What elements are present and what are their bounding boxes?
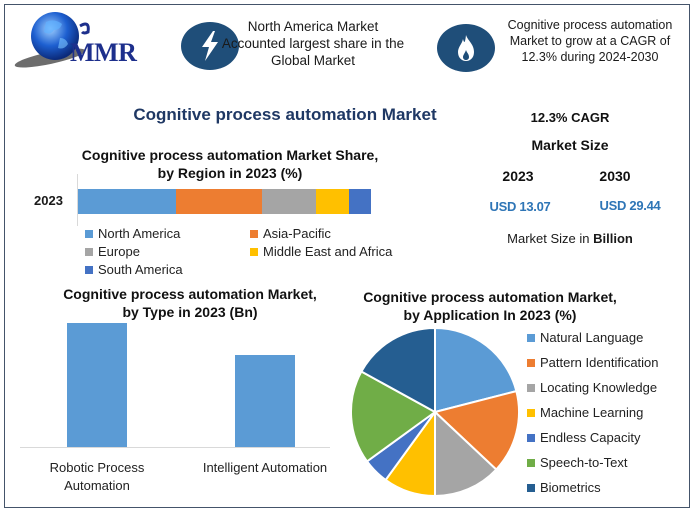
logo-text: MMR: [70, 38, 137, 67]
highlight-2-badge: [437, 24, 495, 72]
highlight-1-text: North America Market Accounted largest s…: [208, 18, 418, 69]
application-chart-title: Cognitive process automation Market, by …: [355, 288, 625, 324]
legend-label: Locating Knowledge: [540, 380, 658, 395]
unit-note: Market Size in Billion: [480, 231, 660, 246]
cagr-label: 12.3% CAGR: [530, 110, 610, 125]
pie-slice-biometrics: [360, 326, 436, 414]
year-2030-label: 2030: [599, 168, 631, 184]
legend-swatch: [250, 229, 258, 238]
legend-speech-to-text: Speech-to-Text: [527, 455, 627, 470]
legend-label: Middle East and Africa: [263, 244, 393, 259]
type-chart-title-line-1: Cognitive process automation Market,: [63, 286, 317, 302]
main-title: Cognitive process automation Market: [133, 105, 437, 124]
legend-swatch: [85, 247, 93, 256]
unit-prefix: Market Size in: [507, 231, 594, 246]
region-chart-axis: [77, 174, 78, 226]
highlight-2-line-1: Cognitive process automation: [507, 18, 673, 32]
legend-label: Biometrics: [540, 480, 601, 495]
region-chart-year-label: 2023: [34, 193, 63, 208]
pie-slice-speech-to-text: [350, 370, 437, 463]
globe-icon: [14, 12, 90, 68]
highlight-2-line-2: Market to grow at a CAGR of: [509, 34, 671, 48]
highlight-1-line-3: Global Market: [270, 53, 356, 68]
legend-swatch: [527, 333, 535, 342]
region-chart-title-line-1: Cognitive process automation Market Shar…: [81, 147, 379, 163]
flame-icon: [458, 35, 474, 61]
mmr-logo: MMR: [10, 8, 140, 70]
legend-machine-learning: Machine Learning: [527, 405, 643, 420]
highlight-2-text: Cognitive process automation Market to g…: [495, 17, 685, 65]
legend-south-america: South America: [85, 262, 183, 277]
market-size-label: Market Size: [531, 137, 609, 153]
legend-label: Natural Language: [540, 330, 644, 345]
legend-label: North America: [98, 226, 181, 241]
type-bar: [235, 354, 295, 447]
legend-swatch: [527, 383, 535, 392]
legend-locating-knowledge: Locating Knowledge: [527, 380, 657, 395]
value-2030: USD 29.44: [599, 198, 661, 213]
legend-swatch: [527, 483, 535, 492]
legend-label: Pattern Identification: [540, 355, 659, 370]
highlight-1-line-1: North America Market: [247, 19, 379, 34]
legend-swatch: [527, 433, 535, 442]
type-category-line: Intelligent Automation: [202, 460, 328, 475]
application-chart-title-line-1: Cognitive process automation Market,: [363, 289, 617, 305]
application-chart-title-line-2: by Application In 2023 (%): [403, 307, 577, 323]
legend-label: Endless Capacity: [540, 430, 641, 445]
legend-middle-east-africa: Middle East and Africa: [250, 244, 392, 259]
legend-label: Machine Learning: [540, 405, 644, 420]
legend-endless-capacity: Endless Capacity: [527, 430, 640, 445]
type-bar-plot: [20, 320, 330, 447]
type-category-rpa: Robotic Process Automation: [37, 459, 157, 495]
highlight-2-line-3: 12.3% during 2024-2030: [521, 50, 659, 64]
unit-value: Billion: [593, 231, 633, 246]
bar-segment-europe: [262, 189, 316, 214]
legend-swatch: [85, 265, 93, 274]
legend-swatch: [527, 358, 535, 367]
year-2023-label: 2023: [502, 168, 534, 184]
lightning-bolt-icon: [202, 31, 218, 61]
type-chart-title-line-2: by Type in 2023 (Bn): [122, 304, 258, 320]
pie-slice-locating-knowledge: [434, 409, 498, 498]
type-category-line: Automation: [64, 478, 130, 493]
type-chart-axis: [20, 447, 330, 448]
legend-swatch: [250, 247, 258, 256]
pie-slice-natural-language: [434, 326, 518, 414]
legend-label: Speech-to-Text: [540, 455, 628, 470]
bar-segment-middle-east-and-africa: [315, 189, 349, 214]
legend-natural-language: Natural Language: [527, 330, 643, 345]
legend-label: South America: [98, 262, 183, 277]
value-2023: USD 13.07: [489, 199, 551, 214]
legend-label: Europe: [98, 244, 140, 259]
legend-swatch: [85, 229, 93, 238]
region-chart-title: Cognitive process automation Market Shar…: [60, 146, 400, 182]
legend-swatch: [527, 458, 535, 467]
type-category-line: Robotic Process: [49, 460, 145, 475]
type-category-ia: Intelligent Automation: [190, 459, 340, 477]
bar-segment-asia-pacific: [175, 189, 262, 214]
legend-swatch: [527, 408, 535, 417]
region-chart-title-line-2: by Region in 2023 (%): [157, 165, 303, 181]
highlight-1-line-2: Accounted largest share in the: [221, 36, 405, 51]
legend-north-america: North America: [85, 226, 180, 241]
legend-asia-pacific: Asia-Pacific: [250, 226, 331, 241]
legend-pattern-identification: Pattern Identification: [527, 355, 659, 370]
type-chart-title: Cognitive process automation Market, by …: [40, 285, 340, 321]
type-bar: [67, 323, 127, 447]
legend-label: Asia-Pacific: [263, 226, 331, 241]
legend-biometrics: Biometrics: [527, 480, 601, 495]
application-pie-chart: [350, 326, 520, 498]
bar-segment-south-america: [349, 189, 371, 214]
bar-segment-north-america: [78, 189, 176, 214]
legend-europe: Europe: [85, 244, 140, 259]
region-stacked-bar: [78, 189, 371, 214]
highlight-1-badge: [181, 22, 239, 70]
pie-slice-pattern-identification: [432, 389, 520, 471]
